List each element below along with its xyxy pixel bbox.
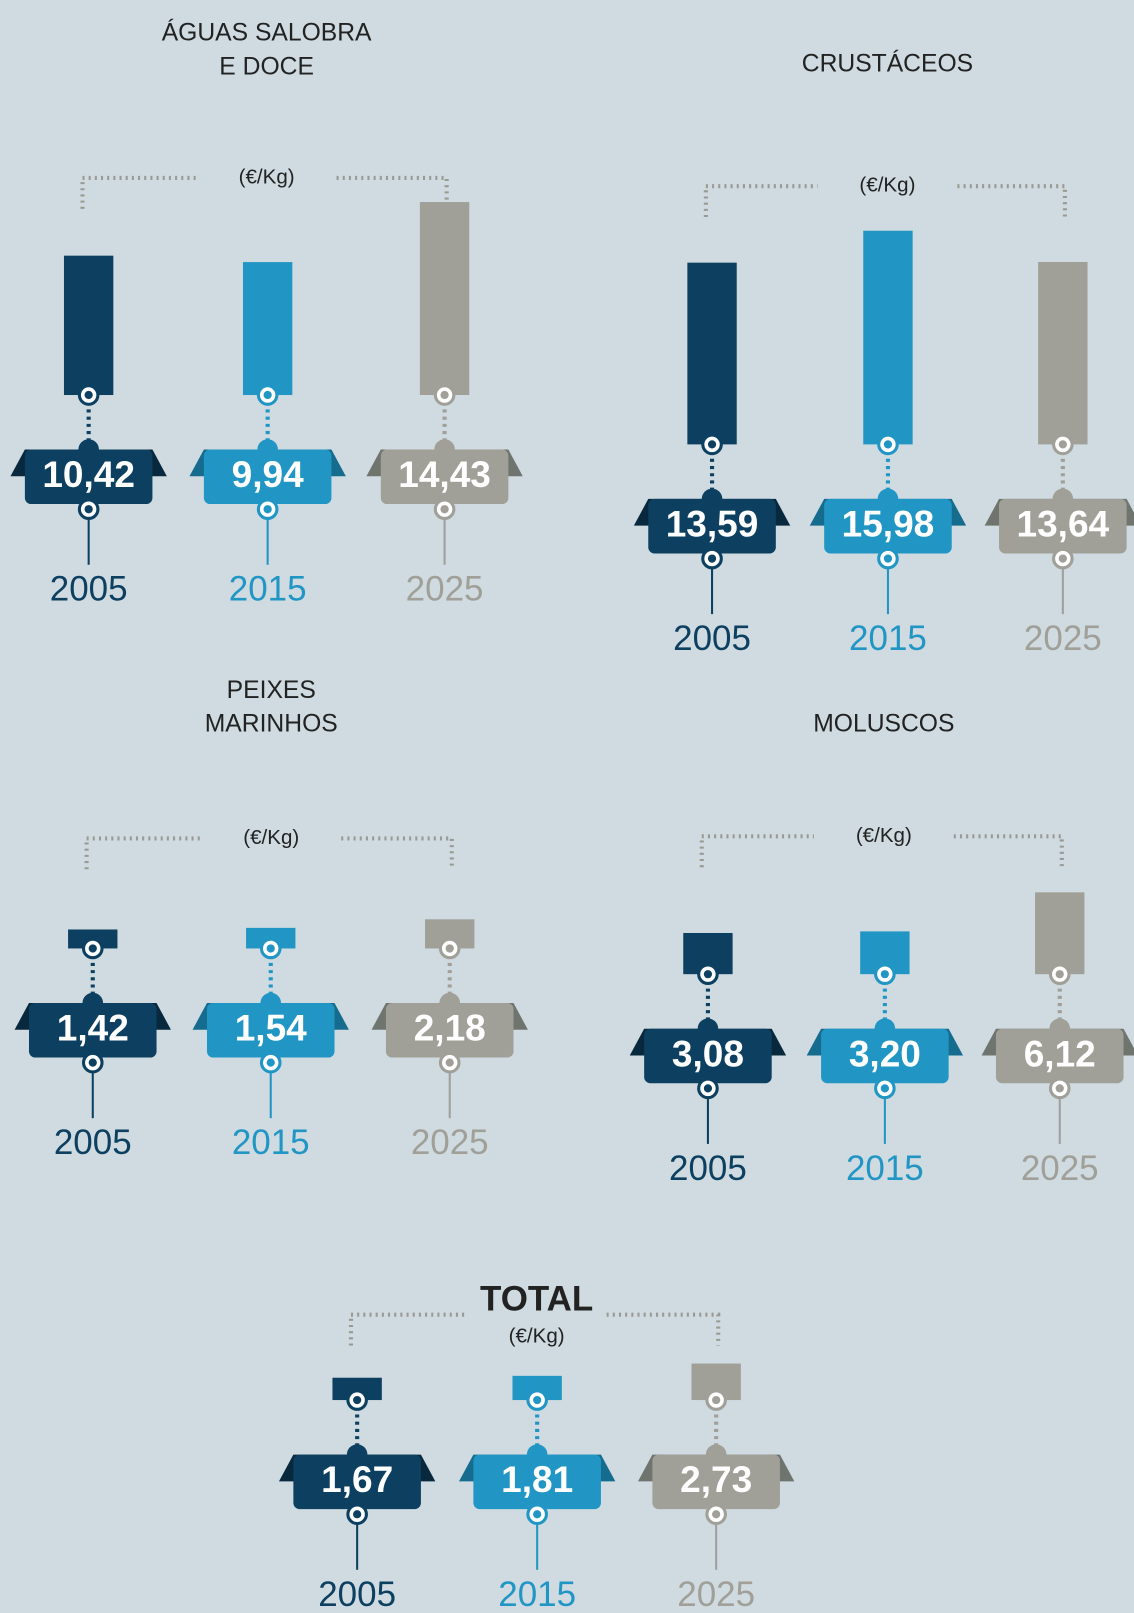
marker-dot xyxy=(704,1084,712,1092)
year-label: 2025 xyxy=(677,1575,755,1613)
marker-dot xyxy=(85,505,93,513)
year-label: 2015 xyxy=(229,570,307,609)
marker-dot xyxy=(881,1084,889,1092)
unit-label: (€/Kg) xyxy=(239,165,295,188)
value-label: 3,08 xyxy=(672,1032,744,1074)
chart-title: PEIXES xyxy=(227,677,316,704)
bar xyxy=(1035,892,1084,974)
marker-dot xyxy=(533,1396,541,1404)
chart-title: TOTAL xyxy=(480,1280,593,1319)
value-label: 2,18 xyxy=(414,1007,486,1049)
infographic: ÁGUAS SALOBRA E DOCE (€/Kg) 10,42 2005 9,94 20… xyxy=(0,0,1134,1613)
marker-dot xyxy=(85,391,93,399)
value-label: 13,59 xyxy=(666,502,759,544)
marker-dot xyxy=(712,1396,720,1404)
year-label: 2005 xyxy=(54,1123,132,1162)
marker-dot xyxy=(884,554,892,562)
year-label: 2015 xyxy=(232,1123,310,1162)
value-label: 10,42 xyxy=(42,453,135,495)
chart-title: E DOCE xyxy=(219,53,314,80)
marker-dot xyxy=(353,1396,361,1404)
year-label: 2005 xyxy=(669,1149,747,1188)
marker-dot xyxy=(704,970,712,978)
unit-label: (€/Kg) xyxy=(856,824,912,847)
unit-label: (€/Kg) xyxy=(509,1325,565,1348)
year-label: 2025 xyxy=(1024,619,1102,658)
chart-title: MARINHOS xyxy=(205,711,338,738)
value-label: 1,67 xyxy=(321,1458,393,1500)
marker-dot xyxy=(533,1510,541,1518)
value-label: 9,94 xyxy=(232,453,304,495)
marker-dot xyxy=(446,1059,454,1067)
chart-title: ÁGUAS SALOBRA xyxy=(162,19,372,46)
marker-dot xyxy=(881,970,889,978)
unit-label: (€/Kg) xyxy=(859,174,915,197)
bar xyxy=(420,202,469,395)
bar xyxy=(1038,262,1087,444)
page: ÁGUAS SALOBRA E DOCE (€/Kg) 10,42 2005 9,94 20… xyxy=(0,0,1134,1613)
value-label: 1,81 xyxy=(501,1458,573,1500)
year-label: 2025 xyxy=(406,570,484,609)
year-label: 2015 xyxy=(498,1575,576,1613)
chart-title: CRUSTÁCEOS xyxy=(802,50,973,77)
year-label: 2005 xyxy=(50,570,128,609)
value-label: 13,64 xyxy=(1017,502,1110,544)
marker-dot xyxy=(89,1059,97,1067)
marker-dot xyxy=(267,944,275,952)
marker-dot xyxy=(1056,1084,1064,1092)
value-label: 1,42 xyxy=(57,1007,129,1049)
year-label: 2005 xyxy=(673,619,751,658)
marker-dot xyxy=(353,1510,361,1518)
value-label: 6,12 xyxy=(1024,1032,1096,1074)
marker-dot xyxy=(708,554,716,562)
marker-dot xyxy=(446,944,454,952)
unit-label: (€/Kg) xyxy=(243,826,299,849)
marker-dot xyxy=(708,440,716,448)
year-label: 2015 xyxy=(849,619,927,658)
marker-dot xyxy=(440,505,448,513)
year-label: 2005 xyxy=(318,1575,396,1613)
value-label: 14,43 xyxy=(398,453,491,495)
value-label: 15,98 xyxy=(842,502,935,544)
bar xyxy=(863,231,912,445)
chart-title: MOLUSCOS xyxy=(813,711,954,738)
marker-dot xyxy=(712,1510,720,1518)
bar xyxy=(687,263,736,445)
marker-dot xyxy=(264,505,272,513)
value-label: 3,20 xyxy=(849,1032,921,1074)
marker-dot xyxy=(1059,554,1067,562)
bar xyxy=(243,262,292,395)
marker-dot xyxy=(267,1059,275,1067)
year-label: 2025 xyxy=(1021,1149,1099,1188)
marker-dot xyxy=(1056,970,1064,978)
marker-dot xyxy=(884,440,892,448)
bar xyxy=(64,256,113,395)
marker-dot xyxy=(89,944,97,952)
value-label: 2,73 xyxy=(680,1458,752,1500)
marker-dot xyxy=(440,391,448,399)
value-label: 1,54 xyxy=(235,1007,307,1049)
marker-dot xyxy=(1059,440,1067,448)
year-label: 2015 xyxy=(846,1149,924,1188)
marker-dot xyxy=(264,391,272,399)
year-label: 2025 xyxy=(411,1123,489,1162)
